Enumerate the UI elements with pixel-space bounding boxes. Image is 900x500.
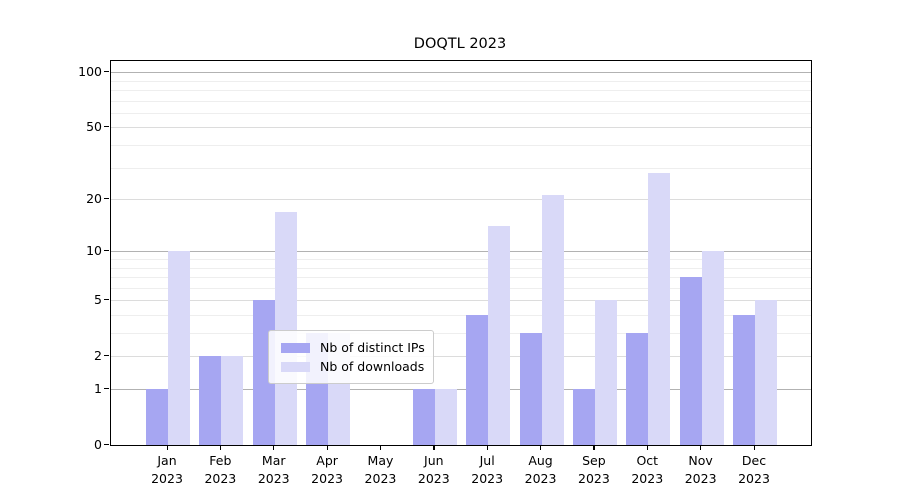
bar-nb-of-distinct-ips-aug-2023 xyxy=(519,333,542,445)
y-tick-mark-0 xyxy=(104,443,109,445)
x-tick-label-jul-2023: Jul 2023 xyxy=(471,453,504,486)
chart-title: DOQTL 2023 xyxy=(413,36,507,52)
x-tick-label-feb-2023: Feb 2023 xyxy=(204,453,237,486)
legend-item-nb-of-distinct-ips: Nb of distinct IPs xyxy=(281,338,425,357)
y-tick-label-5: 5 xyxy=(94,291,102,307)
bar-nb-of-downloads-sep-2023 xyxy=(594,300,617,445)
gridline-major-5 xyxy=(111,300,811,302)
legend-swatch-nb-of-distinct-ips xyxy=(281,342,310,353)
y-tick-mark-20 xyxy=(104,197,109,199)
y-tick-label-100: 100 xyxy=(78,63,102,79)
x-tick-mark-aug-2023 xyxy=(540,445,542,450)
gridline-minor-80 xyxy=(111,90,811,91)
y-tick-mark-2 xyxy=(104,354,109,356)
y-tick-label-50: 50 xyxy=(86,118,102,134)
bar-nb-of-distinct-ips-oct-2023 xyxy=(626,333,649,445)
legend: Nb of distinct IPs Nb of downloads xyxy=(268,330,434,384)
bar-nb-of-distinct-ips-jan-2023 xyxy=(146,389,168,445)
gridline-minor-6 xyxy=(111,287,811,289)
gridline-major-100 xyxy=(111,72,811,74)
y-tick-mark-1 xyxy=(104,387,109,389)
x-tick-mark-oct-2023 xyxy=(646,445,648,450)
bar-nb-of-distinct-ips-sep-2023 xyxy=(572,389,595,445)
x-tick-label-dec-2023: Dec 2023 xyxy=(738,453,770,486)
gridline-minor-30 xyxy=(111,167,811,169)
bar-nb-of-distinct-ips-nov-2023 xyxy=(679,277,702,445)
y-tick-mark-50 xyxy=(104,125,109,128)
x-tick-label-oct-2023: Oct 2023 xyxy=(631,453,664,486)
bar-nb-of-downloads-jul-2023 xyxy=(488,226,511,445)
gridline-minor-4 xyxy=(111,314,811,316)
gridline-minor-7 xyxy=(111,277,811,279)
gridline-minor-60 xyxy=(111,112,811,114)
y-tick-mark-10 xyxy=(104,249,109,251)
bar-nb-of-distinct-ips-feb-2023 xyxy=(199,356,222,445)
x-tick-label-nov-2023: Nov 2023 xyxy=(684,453,717,486)
y-tick-label-0: 0 xyxy=(94,436,102,452)
gridline-minor-70 xyxy=(111,100,811,102)
y-tick-label-10: 10 xyxy=(86,242,102,258)
x-tick-mark-mar-2023 xyxy=(273,445,275,450)
gridline-major-1 xyxy=(111,389,811,390)
gridline-major-50 xyxy=(111,127,811,129)
y-tick-label-2: 2 xyxy=(94,347,102,363)
bar-nb-of-downloads-jan-2023 xyxy=(168,251,190,445)
y-tick-label-1: 1 xyxy=(94,380,102,396)
x-tick-label-may-2023: May 2023 xyxy=(364,453,397,486)
bar-nb-of-downloads-oct-2023 xyxy=(648,172,671,445)
x-tick-label-apr-2023: Apr 2023 xyxy=(311,453,343,486)
x-tick-mark-jun-2023 xyxy=(433,445,435,450)
legend-item-nb-of-downloads: Nb of downloads xyxy=(281,357,424,376)
bar-nb-of-distinct-ips-jun-2023 xyxy=(412,389,435,445)
gridline-major-10 xyxy=(111,251,811,253)
x-tick-mark-sep-2023 xyxy=(593,445,595,450)
legend-label-nb-of-distinct-ips: Nb of distinct IPs xyxy=(320,340,425,355)
x-tick-mark-apr-2023 xyxy=(326,445,328,450)
y-tick-mark-5 xyxy=(104,298,109,300)
x-tick-label-aug-2023: Aug 2023 xyxy=(524,453,557,486)
gridline-minor-40 xyxy=(111,145,811,146)
x-tick-label-jan-2023: Jan 2023 xyxy=(151,453,183,486)
gridline-major-20 xyxy=(111,199,811,201)
x-tick-mark-may-2023 xyxy=(379,445,382,450)
bar-nb-of-downloads-dec-2023 xyxy=(755,300,777,445)
gridline-major-2 xyxy=(111,356,811,358)
legend-swatch-nb-of-downloads xyxy=(281,361,310,372)
bar-nb-of-downloads-aug-2023 xyxy=(541,195,564,445)
gridline-minor-9 xyxy=(111,258,811,260)
bar-nb-of-downloads-feb-2023 xyxy=(221,356,244,445)
bar-nb-of-distinct-ips-jul-2023 xyxy=(466,314,489,445)
gridline-minor-3 xyxy=(111,333,811,334)
plot-area xyxy=(110,60,812,446)
bar-nb-of-distinct-ips-dec-2023 xyxy=(733,314,755,445)
x-tick-mark-nov-2023 xyxy=(700,445,702,450)
y-tick-label-20: 20 xyxy=(86,190,102,206)
x-tick-label-sep-2023: Sep 2023 xyxy=(578,453,610,486)
x-tick-label-jun-2023: Jun 2023 xyxy=(417,453,450,486)
gridline-minor-8 xyxy=(111,267,811,269)
x-tick-mark-jan-2023 xyxy=(166,445,168,450)
x-tick-label-mar-2023: Mar 2023 xyxy=(257,453,290,486)
gridline-minor-90 xyxy=(111,80,811,82)
x-tick-mark-jul-2023 xyxy=(486,445,488,450)
x-tick-mark-dec-2023 xyxy=(753,445,755,450)
legend-label-nb-of-downloads: Nb of downloads xyxy=(320,359,425,374)
x-tick-mark-feb-2023 xyxy=(219,445,222,450)
y-tick-mark-100 xyxy=(104,70,109,72)
bar-nb-of-downloads-jun-2023 xyxy=(434,389,457,445)
bar-nb-of-downloads-mar-2023 xyxy=(274,211,297,445)
bar-nb-of-downloads-nov-2023 xyxy=(701,251,724,445)
